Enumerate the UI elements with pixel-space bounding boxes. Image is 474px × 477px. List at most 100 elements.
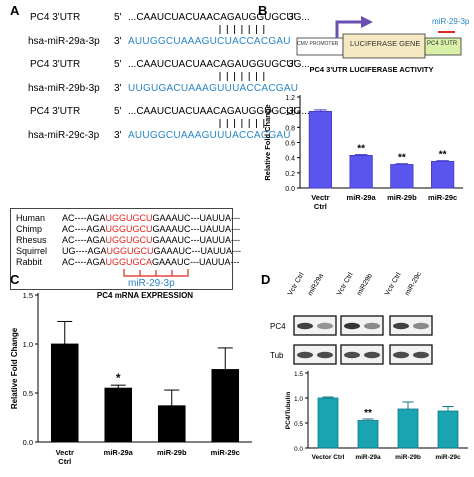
mirna-sequence: AUUGGCUAAAGUCUACCACGAU <box>128 36 291 47</box>
mirna-sequence: AUUGGCUAAAGUUUACCACGAU <box>128 130 291 141</box>
y-tick-label: 0.5 <box>23 389 33 398</box>
mirna-sequence: UUGUGACUAAAGUUUACCACGAU <box>128 83 299 94</box>
mirna-prefix: 3' <box>114 36 122 47</box>
target-sequence: ...CAAUCUACUAACAGAUGGUGCUG... <box>128 12 310 23</box>
bar <box>157 405 186 443</box>
target-label: PC4 3'UTR <box>30 106 81 117</box>
conservation-sequence: AC----AGAUGGUGCAGAAAUC---UAUUA--- <box>62 257 240 267</box>
y-tick-label: 0.2 <box>285 171 295 178</box>
blot-band <box>364 351 380 359</box>
x-category-label: Vectr <box>56 448 74 457</box>
x-category-label: Vector Ctrl <box>312 454 345 461</box>
seq-post: GAAAUC---UAUUA--- <box>152 257 240 267</box>
blot-band <box>364 322 380 330</box>
blot-band <box>297 322 313 330</box>
x-category-label: miR-29b <box>387 193 417 202</box>
cmv-promoter-label: CMV PROMOTER <box>297 41 339 47</box>
panel-c-letter: C <box>10 272 20 287</box>
x-category-label: miR-29b <box>157 448 187 457</box>
blot-row-label: Tub <box>270 351 284 360</box>
seed-label: miR-29-3p <box>128 278 175 289</box>
species-name: Squirrel <box>16 246 48 256</box>
pc4-utr-label: PC4 3'UTR <box>427 41 458 47</box>
blot-band <box>344 322 360 330</box>
seq-post: GAAAUC---UAUUA--- <box>152 213 241 223</box>
blot-band <box>393 322 409 330</box>
blot-panel <box>293 315 337 336</box>
target-sequence: ...CAAUCUACUAACAGAUGGUGCUG... <box>128 59 310 70</box>
seq-post: GAAAUC---UAUUA--- <box>152 224 241 234</box>
mirna-label: hsa-miR-29b-3p <box>28 83 100 94</box>
panel-c-chart: PC4 mRNA EXPRESSION 0.0 0.5 1.0 1.5 Relative … <box>10 291 252 466</box>
bar <box>431 161 455 189</box>
blot-row-label: PC4 <box>270 322 286 331</box>
conservation-box <box>10 208 233 290</box>
pc4-utr-box <box>424 37 462 56</box>
seq-post: GAAAUC---UAUUA--- <box>153 246 242 256</box>
y-tick-label: 1.2 <box>285 95 295 102</box>
significance-marker: * <box>116 371 121 385</box>
y-tick-label: 0.0 <box>23 438 33 447</box>
significance-marker: ** <box>364 408 372 419</box>
promoter-arrow-icon <box>335 20 361 38</box>
y-tick-label: 0.5 <box>294 421 303 428</box>
x-category-label: miR-29a <box>104 448 134 457</box>
mirna-label: hsa-miR-29c-3p <box>28 130 100 141</box>
y-tick-label: 0.4 <box>285 156 295 163</box>
y-tick-label: 1.5 <box>294 371 303 378</box>
seq-pre: AC----AGA <box>62 257 106 267</box>
target-prefix: 5' <box>114 106 122 117</box>
x-category-label: miR-29b <box>395 454 421 461</box>
species-name: Chimp <box>16 224 43 234</box>
panel-a-letter: A <box>10 3 20 18</box>
blot-panel <box>293 344 337 365</box>
mirna-prefix: 3' <box>114 130 122 141</box>
conservation-sequence: AC----AGAUGGUGCUGAAAUC---UAUUA--- <box>62 224 240 234</box>
seq-pre: AC----AGA <box>62 213 106 223</box>
significance-marker: ** <box>439 150 447 161</box>
bar <box>357 420 379 449</box>
y-axis-label: PC4/Tubulin <box>285 392 292 429</box>
y-tick-label: 0.0 <box>285 186 295 193</box>
panel-d-letter: D <box>261 272 271 287</box>
blot-band <box>393 351 409 359</box>
luciferase-gene-label: LUCIFERASE GENE <box>350 39 421 48</box>
target-label: PC4 3'UTR <box>30 12 81 23</box>
seed-region: UGGUGCU <box>105 235 153 245</box>
x-category-label: Ctrl <box>58 457 71 466</box>
y-tick-label: 1.0 <box>23 340 33 349</box>
blot-panel <box>389 315 433 336</box>
seq-pre: UG----AGA <box>62 246 107 256</box>
x-category-label: miR-29a <box>347 193 377 202</box>
seq-post: GAAAUC---UAUUA--- <box>152 235 241 245</box>
y-tick-label: 1.5 <box>23 291 33 300</box>
x-category-label: miR-29c <box>211 448 240 457</box>
significance-marker: ** <box>357 144 365 155</box>
species-name: Rabbit <box>16 257 43 267</box>
y-tick-label: 0.0 <box>294 446 303 453</box>
seq-pre: AC----AGA <box>62 224 106 234</box>
seed-bracket <box>123 269 189 277</box>
x-category-label: miR-29c <box>428 193 457 202</box>
target-sequence: ...CAAUCUACUAACAGAUGGUGCUG... <box>128 106 310 117</box>
species-name: Human <box>16 213 46 223</box>
panel-b-chart: PC4 3'UTR LUCIFERASE ACTIVITY 0.0 0.2 0.4 0.… <box>263 65 463 211</box>
target-suffix: 3' <box>288 12 296 23</box>
conservation-sequence: AC----AGAUGGUGCUGAAAUC---UAUUA--- <box>62 213 240 223</box>
bar <box>104 387 133 443</box>
seed-region: UGGUGCA <box>105 257 153 267</box>
blot-panel <box>340 315 384 336</box>
seed-region: UGGUGCU <box>105 224 153 234</box>
blot-panel <box>340 344 384 365</box>
blot-band <box>297 351 313 359</box>
bar <box>211 369 240 443</box>
y-tick-label: 0.6 <box>285 141 295 148</box>
target-prefix: 5' <box>114 59 122 70</box>
seed-region: UGGUGCU <box>105 213 153 223</box>
significance-marker: ** <box>398 153 406 164</box>
